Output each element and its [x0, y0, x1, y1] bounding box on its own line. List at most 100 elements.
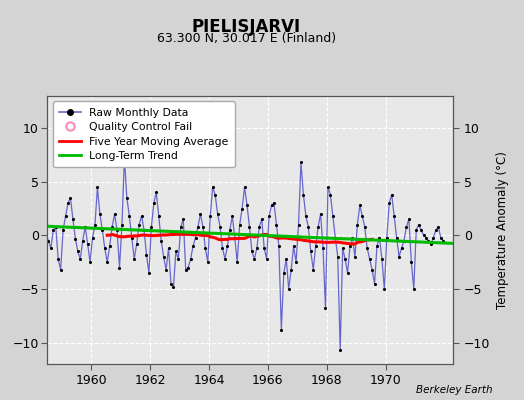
Point: [270, 200, 278, 206]
Point: [143, 252, 151, 258]
Point: [316, 211, 325, 217]
Point: [243, 202, 251, 208]
Point: [91, 222, 99, 228]
Point: [219, 245, 227, 252]
Point: [299, 192, 308, 198]
Point: [365, 256, 374, 262]
Point: [69, 216, 77, 222]
Point: [436, 234, 445, 241]
Point: [137, 213, 146, 219]
Point: [174, 256, 182, 262]
Point: [49, 227, 58, 233]
Y-axis label: Temperature Anomaly (°C): Temperature Anomaly (°C): [496, 151, 509, 309]
Point: [307, 248, 315, 255]
Point: [226, 227, 234, 233]
Point: [287, 266, 296, 273]
Point: [277, 326, 286, 333]
Point: [42, 232, 50, 238]
Point: [275, 243, 283, 249]
Point: [407, 259, 416, 265]
Point: [76, 256, 84, 262]
Point: [81, 224, 90, 230]
Point: [250, 256, 258, 262]
Point: [309, 266, 318, 273]
Point: [253, 245, 261, 252]
Point: [35, 230, 43, 236]
Point: [223, 243, 232, 249]
Point: [339, 245, 347, 252]
Point: [147, 224, 156, 230]
Point: [370, 280, 379, 287]
Point: [378, 256, 386, 262]
Text: PIELISJARVI: PIELISJARVI: [192, 18, 301, 36]
Point: [123, 195, 131, 201]
Point: [89, 234, 97, 241]
Point: [392, 234, 401, 241]
Point: [135, 222, 143, 228]
Point: [329, 213, 337, 219]
Point: [57, 266, 65, 273]
Point: [334, 254, 342, 260]
Point: [155, 213, 163, 219]
Point: [363, 245, 372, 252]
Point: [103, 259, 112, 265]
Point: [400, 238, 408, 244]
Point: [245, 224, 254, 230]
Text: Berkeley Earth: Berkeley Earth: [416, 385, 493, 395]
Point: [417, 227, 425, 233]
Point: [424, 238, 433, 244]
Point: [32, 248, 40, 255]
Point: [348, 234, 357, 241]
Point: [235, 222, 244, 228]
Point: [265, 213, 274, 219]
Text: 63.300 N, 30.017 E (Finland): 63.300 N, 30.017 E (Finland): [157, 32, 336, 45]
Legend: Raw Monthly Data, Quality Control Fail, Five Year Moving Average, Long-Term Tren: Raw Monthly Data, Quality Control Fail, …: [52, 102, 235, 168]
Point: [189, 243, 197, 249]
Point: [120, 155, 128, 161]
Point: [125, 213, 134, 219]
Point: [39, 216, 48, 222]
Point: [289, 243, 298, 249]
Point: [199, 224, 207, 230]
Point: [105, 243, 114, 249]
Point: [194, 224, 202, 230]
Point: [412, 227, 420, 233]
Point: [351, 254, 359, 260]
Point: [380, 286, 388, 292]
Point: [86, 259, 94, 265]
Point: [272, 222, 281, 228]
Point: [209, 184, 217, 190]
Point: [187, 256, 195, 262]
Point: [47, 245, 55, 252]
Point: [319, 245, 327, 252]
Point: [414, 222, 423, 228]
Point: [167, 280, 175, 287]
Point: [314, 224, 322, 230]
Point: [118, 222, 126, 228]
Point: [326, 192, 335, 198]
Point: [432, 227, 440, 233]
Point: [405, 216, 413, 222]
Point: [177, 224, 185, 230]
Point: [181, 266, 190, 273]
Point: [162, 266, 170, 273]
Point: [343, 270, 352, 276]
Point: [191, 234, 200, 241]
Point: [336, 347, 344, 353]
Point: [74, 248, 82, 255]
Point: [294, 222, 303, 228]
Point: [59, 227, 67, 233]
Point: [324, 184, 332, 190]
Point: [297, 159, 305, 166]
Point: [373, 243, 381, 249]
Point: [233, 259, 242, 265]
Point: [184, 264, 192, 271]
Point: [292, 259, 300, 265]
Point: [101, 245, 109, 252]
Point: [285, 286, 293, 292]
Point: [231, 234, 239, 241]
Point: [157, 238, 166, 244]
Point: [179, 216, 188, 222]
Point: [64, 200, 72, 206]
Point: [98, 227, 106, 233]
